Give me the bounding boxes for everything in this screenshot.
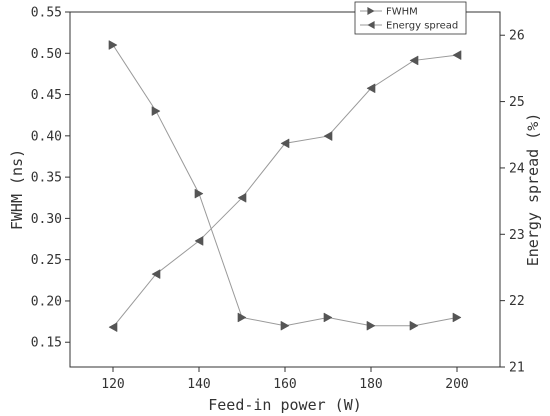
series-line-fwhm <box>112 44 458 327</box>
right-y-tick-label: 21 <box>509 361 525 376</box>
legend-item-fwhm: FWHM <box>360 7 418 18</box>
plot-frame <box>69 11 501 368</box>
data-point-energy-spread <box>151 269 161 280</box>
right-y-tick-label: 23 <box>509 228 525 243</box>
legend-marker-energy-spread <box>367 21 375 29</box>
data-point-energy-spread <box>194 236 204 246</box>
left-y-tick-label: 0.30 <box>31 212 62 227</box>
data-point-fwhm <box>323 312 333 323</box>
legend-item-energy-spread: Energy spread <box>360 21 458 32</box>
x-tick-label: 140 <box>187 377 210 392</box>
legend-box <box>354 1 467 35</box>
data-point-energy-spread <box>280 138 290 149</box>
legend-label-fwhm: FWHM <box>386 7 418 18</box>
data-point-fwhm <box>237 312 247 323</box>
legend-label-energy-spread: Energy spread <box>386 21 458 32</box>
data-point-fwhm <box>452 312 462 323</box>
x-tick-label: 180 <box>359 377 382 392</box>
right-y-tick-label: 26 <box>509 29 525 44</box>
left-y-axis: 0.15 0.20 0.25 0.30 0.35 0.40 0.45 0.50 0.55 <box>31 6 70 351</box>
right-y-axis-title: Energy spread (%) <box>524 113 542 267</box>
series-line-energy-spread <box>112 54 458 328</box>
plot-frame-box <box>69 11 501 368</box>
left-y-tick-label: 0.40 <box>31 129 62 144</box>
data-point-energy-spread <box>366 83 376 94</box>
left-y-tick-label: 0.55 <box>31 6 62 21</box>
x-axis: 120 140 160 180 200 <box>101 367 469 392</box>
right-y-tick-label: 22 <box>509 294 525 309</box>
left-y-tick-label: 0.25 <box>31 253 62 268</box>
data-point-energy-spread <box>108 322 118 333</box>
data-point-fwhm <box>409 320 419 331</box>
left-y-tick-label: 0.20 <box>31 294 62 309</box>
left-y-tick-label: 0.15 <box>31 336 62 351</box>
data-point-fwhm <box>108 40 118 50</box>
series-layer <box>108 40 462 333</box>
left-y-tick-label: 0.35 <box>31 171 62 186</box>
left-y-axis-title: FWHM (ns) <box>8 149 26 230</box>
legend-marker-fwhm <box>367 7 375 15</box>
data-point-fwhm <box>194 188 204 199</box>
data-point-fwhm <box>366 320 376 331</box>
left-y-tick-label: 0.45 <box>31 88 62 103</box>
data-point-fwhm <box>151 106 161 116</box>
right-y-tick-label: 25 <box>509 95 525 110</box>
right-y-tick-label: 24 <box>509 161 525 176</box>
x-tick-label: 120 <box>101 377 124 392</box>
left-y-tick-label: 0.50 <box>31 47 62 62</box>
x-tick-label: 200 <box>445 377 468 392</box>
x-tick-label: 160 <box>273 377 296 392</box>
data-point-energy-spread <box>409 55 419 66</box>
data-point-energy-spread <box>452 50 462 61</box>
data-point-fwhm <box>280 320 290 331</box>
data-point-energy-spread <box>237 192 247 203</box>
data-point-energy-spread <box>323 131 333 142</box>
legend: FWHM Energy spread <box>354 1 467 35</box>
x-axis-title: Feed-in power (W) <box>208 396 362 414</box>
right-y-axis: 21 22 23 24 25 26 <box>500 29 525 376</box>
